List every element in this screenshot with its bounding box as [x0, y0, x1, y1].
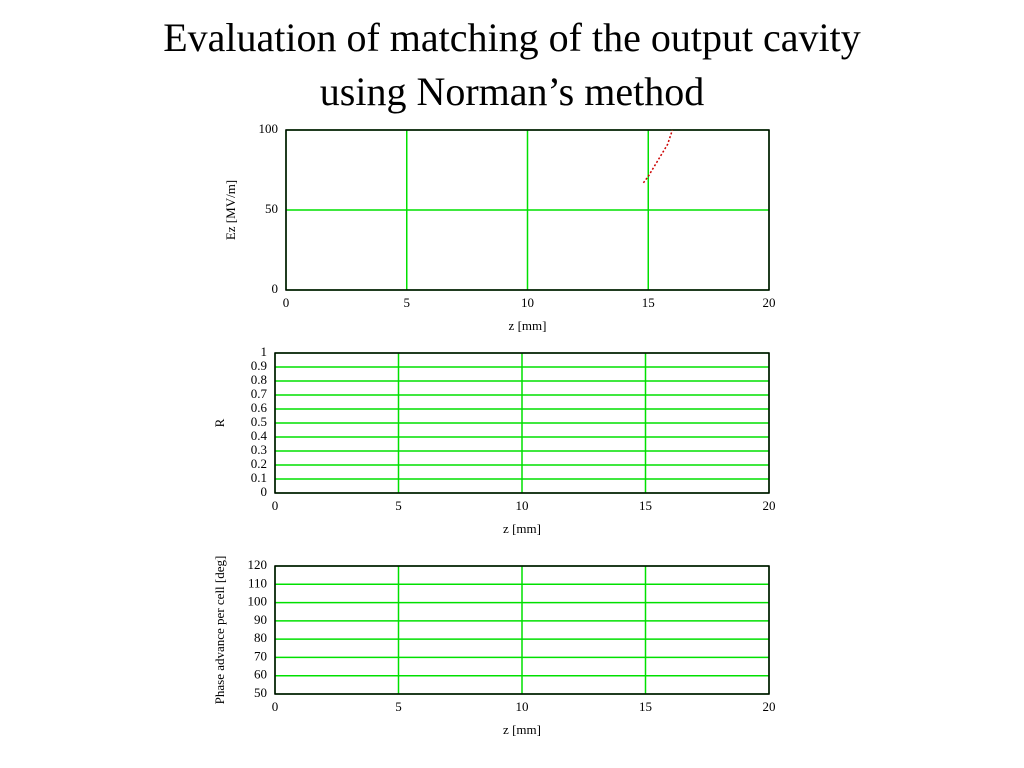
y-tick-label: 50 [265, 201, 278, 216]
y-tick-label: 50 [254, 685, 267, 700]
y-tick-label: 70 [254, 648, 267, 663]
x-axis-label: z [mm] [503, 521, 541, 536]
y-tick-label: 0.9 [251, 358, 267, 373]
y-tick-label: 120 [248, 557, 268, 572]
x-tick-label: 15 [639, 498, 652, 513]
slide-title: Evaluation of matching of the output cav… [163, 15, 861, 60]
x-tick-label: 10 [521, 295, 534, 310]
y-tick-label: 100 [259, 121, 279, 136]
y-tick-label: 110 [248, 575, 267, 590]
slide-title: using Norman’s method [320, 69, 704, 114]
x-tick-label: 5 [395, 699, 402, 714]
y-tick-label: 0 [261, 484, 268, 499]
x-tick-label: 0 [272, 699, 279, 714]
x-tick-label: 15 [642, 295, 655, 310]
y-tick-label: 1 [261, 344, 268, 359]
y-axis-label: Ez [MV/m] [223, 180, 238, 240]
x-tick-label: 20 [763, 498, 776, 513]
plot-frame [274, 565, 770, 695]
y-tick-label: 60 [254, 667, 267, 682]
y-tick-label: 0.8 [251, 372, 267, 387]
x-tick-label: 20 [763, 295, 776, 310]
y-tick-label: 0.1 [251, 470, 267, 485]
plot-frame [285, 129, 770, 291]
x-tick-label: 0 [283, 295, 290, 310]
y-tick-label: 0.5 [251, 414, 267, 429]
x-tick-label: 5 [404, 295, 411, 310]
x-axis-label: z [mm] [503, 722, 541, 737]
y-tick-label: 0.4 [251, 428, 268, 443]
y-tick-label: 80 [254, 630, 267, 645]
data-line [642, 129, 674, 184]
y-tick-label: 100 [248, 594, 268, 609]
y-tick-label: 0 [272, 281, 279, 296]
x-tick-label: 15 [639, 699, 652, 714]
plot-frame [274, 352, 770, 494]
y-tick-label: 0.6 [251, 400, 268, 415]
y-axis-label: R [212, 418, 227, 427]
x-tick-label: 10 [516, 699, 529, 714]
x-tick-label: 10 [516, 498, 529, 513]
x-tick-label: 5 [395, 498, 402, 513]
y-tick-label: 90 [254, 612, 267, 627]
y-tick-label: 0.7 [251, 386, 268, 401]
x-tick-label: 0 [272, 498, 279, 513]
x-tick-label: 20 [763, 699, 776, 714]
y-tick-label: 0.2 [251, 456, 267, 471]
x-axis-label: z [mm] [509, 318, 547, 333]
y-axis-label: Phase advance per cell [deg] [212, 556, 227, 705]
y-tick-label: 0.3 [251, 442, 267, 457]
